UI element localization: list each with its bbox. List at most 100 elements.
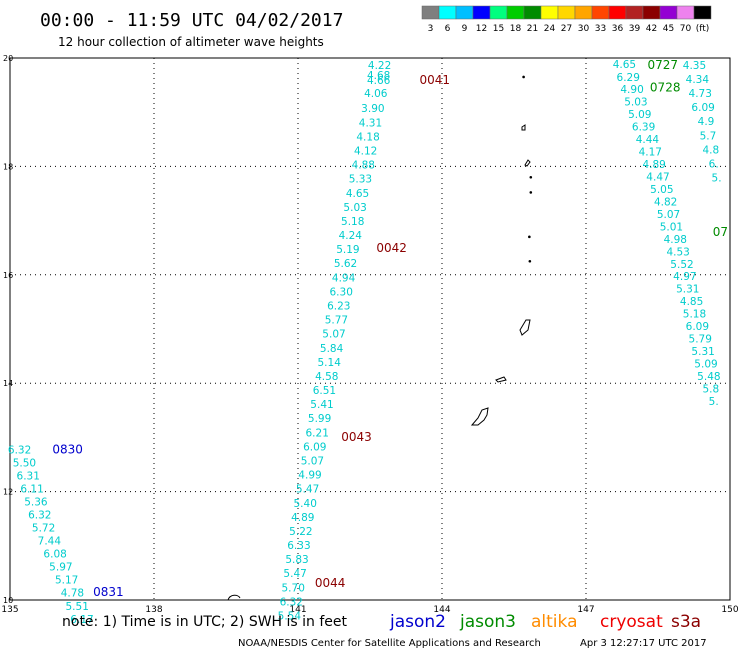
- swh-value: 5.19: [336, 244, 359, 256]
- grid-lines: [10, 58, 730, 600]
- legend-cryosat: cryosat: [600, 612, 663, 632]
- y-tick-label: 14: [3, 379, 13, 388]
- colorbar-label: 15: [493, 24, 504, 34]
- footer-timestamp: Apr 3 12:27:17 UTC 2017: [580, 638, 707, 649]
- swh-value: 6.51: [313, 385, 336, 397]
- swh-value: 4.12: [354, 145, 377, 157]
- footer-org: NOAA/NESDIS Center for Satellite Applica…: [238, 638, 541, 649]
- swh-value: 5.18: [341, 216, 364, 228]
- swh-value: 4.44: [636, 134, 660, 146]
- y-tick-label: 16: [3, 271, 13, 280]
- swh-value: 6.: [709, 158, 719, 170]
- pass-time-labels: 0727 0728 0041 0042 0043 0044 0830 0831 07: [52, 58, 728, 599]
- colorbar-label: 24: [544, 24, 556, 34]
- colorbar-swatch: [574, 5, 593, 20]
- colorbar-label: 3: [428, 24, 434, 34]
- swh-value: 7.44: [38, 536, 62, 548]
- colorbar-label: 30: [578, 24, 590, 34]
- colorbar-label: 6: [445, 24, 451, 34]
- swh-value: 6.17: [70, 614, 93, 626]
- swh-value: 4.90: [620, 84, 643, 96]
- x-tick-label: 147: [577, 605, 594, 615]
- x-tick-label: 135: [1, 605, 18, 615]
- pass-time-label: 0041: [420, 73, 451, 87]
- island-dot: [528, 259, 532, 263]
- guam-island: [470, 407, 489, 426]
- colorbar-label: 33: [595, 24, 606, 34]
- legend-altika: altika: [531, 612, 578, 632]
- swh-value: 4.98: [664, 234, 687, 246]
- swh-value: 4.78: [61, 588, 84, 600]
- swh-value: 6.31: [17, 471, 40, 483]
- swh-value: 4.47: [646, 171, 669, 183]
- swh-value: 5.84: [320, 343, 344, 355]
- swh-value: 5.40: [294, 498, 317, 510]
- swh-value: 6.30: [330, 286, 353, 298]
- colorbar-swatch: [438, 5, 457, 20]
- swh-value: 6.09: [691, 102, 714, 114]
- swh-value: 6.32: [8, 445, 31, 457]
- swh-value: 6.32: [28, 510, 51, 522]
- swh-value: 5.: [712, 173, 722, 185]
- small-islet: [227, 594, 241, 601]
- colorbar-swatch: [506, 5, 525, 20]
- swh-value: 4.24: [339, 230, 363, 242]
- swh-value: 5.8: [702, 383, 719, 395]
- swh-value: 5.97: [49, 562, 72, 574]
- saipan-island: [519, 319, 531, 336]
- anatahan-island: [521, 124, 526, 131]
- axis-ticks: 135 138 141 144 147 150 10 12 14 16 18 20: [1, 54, 738, 615]
- swh-value: 5.7: [700, 130, 717, 142]
- y-tick-label: 10: [3, 596, 13, 605]
- pass-time-label: 0830: [52, 443, 83, 457]
- pass-time-label: 0727: [648, 58, 679, 72]
- swh-value: 5.03: [624, 97, 647, 109]
- swh-value: 5.70: [282, 582, 305, 594]
- swh-value: 4.9: [698, 116, 715, 128]
- pass-time-label: 07: [713, 225, 728, 239]
- colorbar-label: 9: [462, 24, 468, 34]
- swh-value: 5.14: [318, 357, 342, 369]
- y-tick-label: 20: [3, 54, 13, 63]
- colorbar-label: 36: [612, 24, 624, 34]
- swh-value: 4.35: [683, 60, 706, 72]
- plot-frame: [9, 57, 731, 601]
- swh-value: 6.21: [306, 427, 329, 439]
- colorbar-swatch: [540, 5, 559, 20]
- colorbar-swatch: [693, 5, 712, 20]
- swh-value: 4.8: [702, 144, 719, 156]
- colorbar-label: 27: [561, 24, 572, 34]
- swh-value: 4.73: [689, 88, 712, 100]
- swh-value: 4.22: [368, 60, 391, 72]
- island-dot: [528, 235, 531, 239]
- color-scale-bar: 3 6 9 12 15 18 21 24 27 30 33 36 39 42 45 70 (ft): [421, 5, 712, 34]
- colorbar-swatch: [455, 5, 474, 20]
- colorbar-label: 42: [646, 24, 657, 34]
- swh-value: 4.31: [359, 117, 382, 129]
- swh-value: 5.79: [689, 334, 712, 346]
- swh-value: 4.06: [364, 88, 388, 100]
- swh-value: 5.31: [676, 284, 699, 296]
- swh-value: 5.07: [657, 209, 680, 221]
- legend-jason2: jason2: [389, 612, 446, 632]
- island-dot: [529, 191, 533, 194]
- legend-jason3: jason3: [459, 612, 516, 632]
- colorbar-swatch: [591, 5, 610, 20]
- colorbar-label: 39: [629, 24, 641, 34]
- swh-value: 5.: [709, 396, 719, 408]
- swh-value: 4.97: [673, 271, 696, 283]
- swh-value: 5.09: [694, 358, 717, 370]
- x-tick-label: 150: [721, 605, 738, 615]
- swh-value: 5.36: [24, 497, 48, 509]
- colorbar-swatch: [625, 5, 644, 20]
- swh-value: 6.29: [617, 72, 640, 84]
- swh-value: 5.99: [308, 413, 331, 425]
- swh-value: 5.83: [285, 554, 308, 566]
- swh-value: 4.99: [298, 470, 321, 482]
- colorbar-swatch: [557, 5, 576, 20]
- coastline: [227, 75, 533, 601]
- y-tick-label: 18: [3, 162, 13, 171]
- swh-value: 4.94: [332, 272, 356, 284]
- swh-value: 5.22: [289, 526, 312, 538]
